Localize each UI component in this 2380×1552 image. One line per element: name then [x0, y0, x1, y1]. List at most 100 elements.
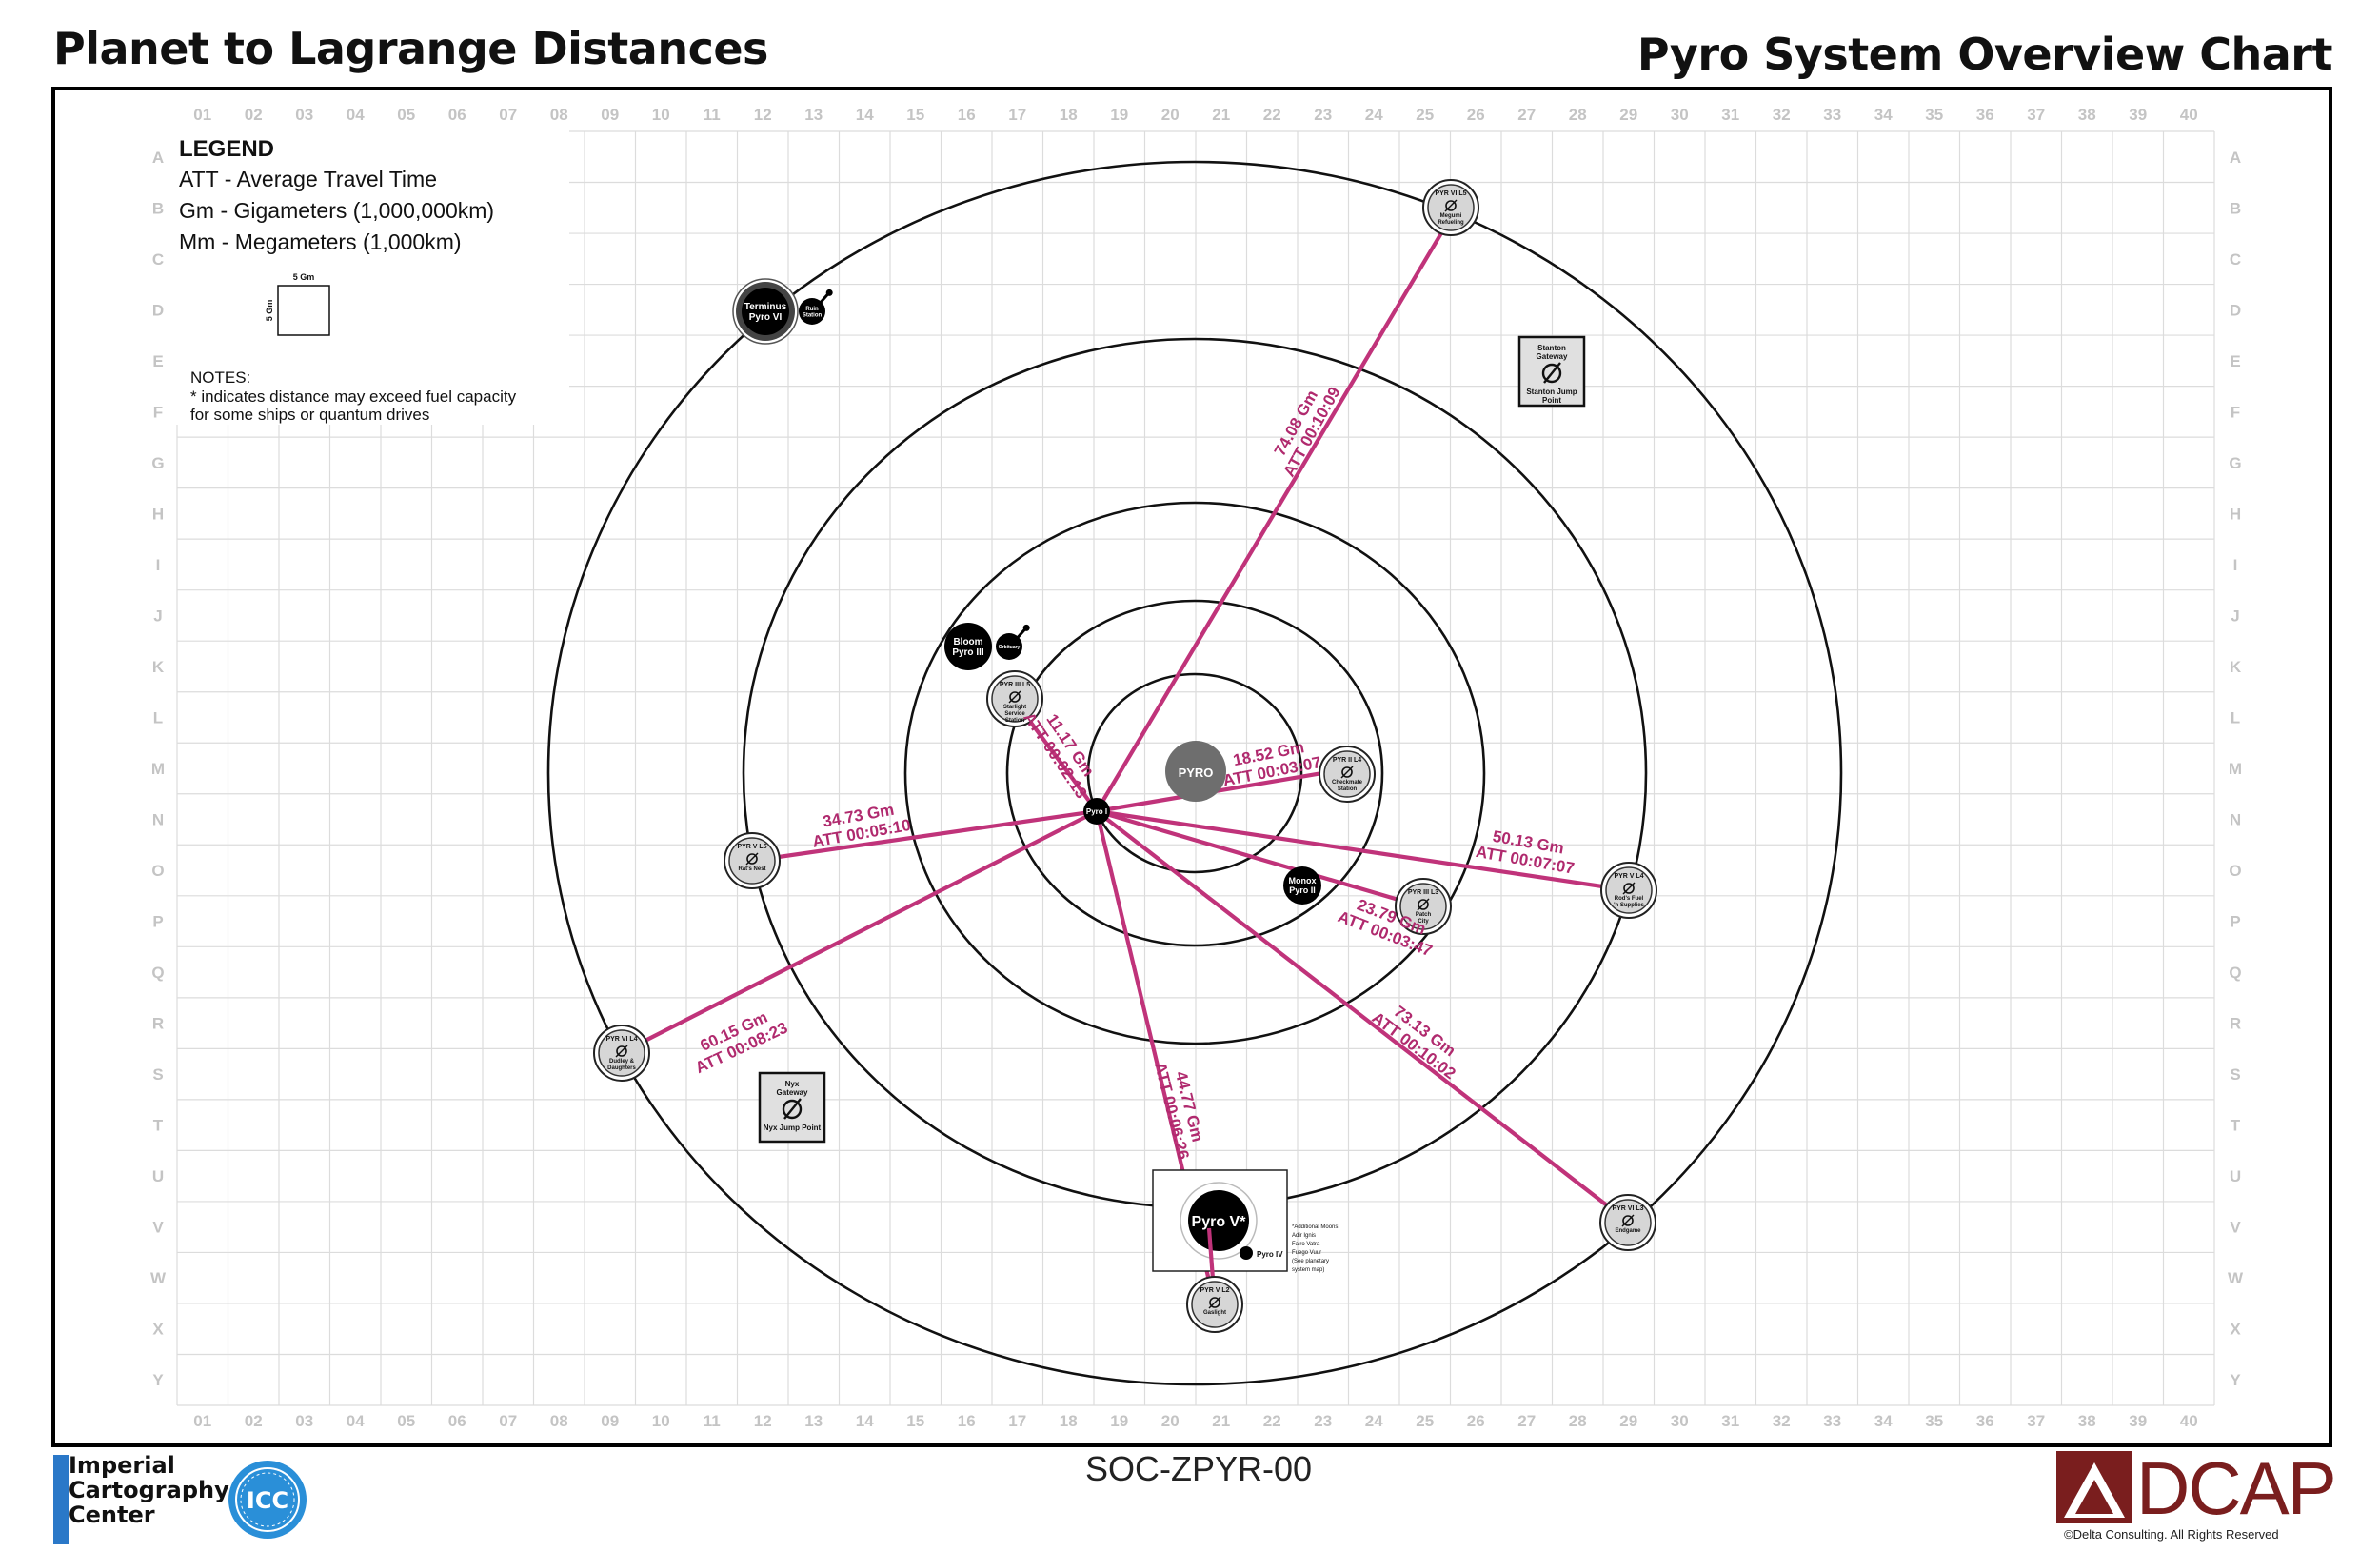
column-label: 06 [448, 106, 466, 124]
jump-point-caption: Point [1542, 396, 1561, 405]
pyro-v-note: Adir Ignis [1292, 1233, 1316, 1239]
column-label: 32 [1773, 1412, 1791, 1430]
lagrange-disc [1427, 184, 1475, 231]
row-label: L [153, 708, 163, 726]
column-label: 35 [1925, 1412, 1943, 1430]
jump-point-box [1517, 335, 1586, 408]
row-label: F [153, 403, 163, 421]
column-label: 17 [1008, 106, 1026, 124]
logo-accent-bar [53, 1455, 69, 1544]
column-label: 38 [2078, 1412, 2096, 1430]
column-label: 01 [193, 106, 211, 124]
row-label: T [2231, 1117, 2241, 1135]
row-label: P [2230, 913, 2240, 931]
row-label: S [152, 1065, 163, 1084]
column-label: 38 [2078, 106, 2096, 124]
row-label: H [152, 505, 164, 523]
column-label: 14 [856, 1412, 874, 1430]
pyro-v-note: *Additional Moons: [1292, 1224, 1339, 1230]
copyright-icon: © [2064, 1527, 2073, 1542]
route-line [751, 808, 1098, 864]
column-label: 40 [2180, 106, 2198, 124]
row-label: K [152, 658, 165, 676]
orbit-ring [1086, 672, 1303, 874]
lagrange-point: PYR V L2 Gaslight [1186, 1276, 1243, 1333]
lagrange-label: Refueling [1438, 220, 1464, 226]
row-label: S [2230, 1065, 2240, 1084]
lagrange-label: PYR III L5 [1000, 682, 1030, 688]
station-antenna [816, 292, 829, 308]
jump-point-label: Nyx [785, 1080, 800, 1088]
row-label: R [2230, 1015, 2241, 1033]
route-line [1096, 808, 1629, 893]
lagrange-disc [728, 837, 776, 885]
column-label: 03 [295, 1412, 313, 1430]
row-label: E [152, 352, 163, 370]
jump-point-caption: Nyx Jump Point [764, 1124, 822, 1132]
planet-label: Pyro II [1289, 885, 1316, 895]
row-label: B [2230, 199, 2241, 217]
legend-title: LEGEND [179, 136, 274, 162]
column-label: 30 [1671, 1412, 1689, 1430]
lagrange-label: Station [1005, 718, 1025, 724]
jump-icon [783, 1098, 802, 1120]
column-label: 12 [754, 1412, 772, 1430]
row-label: W [2228, 1269, 2244, 1287]
pyro-v-orbit [1180, 1182, 1258, 1260]
station-icon [1208, 1296, 1221, 1309]
row-label: J [153, 607, 162, 625]
imperial-cartography-center-logo: Imperial Cartography Center ICC [53, 1453, 320, 1548]
lagrange-label: PYR V L2 [1200, 1287, 1229, 1294]
lagrange-label: Patch [1416, 912, 1432, 918]
column-label: 30 [1671, 106, 1689, 124]
station-icon [1444, 199, 1458, 212]
moon-disc [1240, 1246, 1253, 1260]
column-label: 16 [958, 1412, 976, 1430]
column-label: 33 [1823, 106, 1841, 124]
station-antenna [1022, 624, 1030, 631]
row-label: V [152, 1219, 164, 1237]
station-icon [1009, 691, 1021, 703]
row-label: M [2229, 760, 2242, 778]
row-label: Q [151, 964, 164, 982]
column-label: 39 [2129, 1412, 2147, 1430]
column-label: 19 [1110, 106, 1128, 124]
lagrange-label: Checkmate [1332, 780, 1363, 786]
jump-icon [1543, 362, 1561, 384]
station-icon [1209, 1297, 1220, 1308]
station-label: Orbituary [999, 645, 1021, 650]
row-label: G [151, 454, 164, 472]
column-label: 25 [1416, 1412, 1434, 1430]
column-label: 13 [804, 1412, 823, 1430]
column-label: 25 [1416, 106, 1434, 124]
pyro-v-note: (See planetary [1292, 1259, 1329, 1264]
lagrange-label: Endgame [1615, 1228, 1641, 1234]
column-label: 28 [1569, 106, 1587, 124]
station-icon [746, 853, 758, 865]
column-label: 27 [1517, 106, 1536, 124]
row-label: R [152, 1015, 164, 1033]
column-label: 05 [397, 106, 415, 124]
lagrange-label: Starlight [1003, 705, 1026, 710]
column-label: 31 [1721, 106, 1739, 124]
column-label: 26 [1467, 106, 1485, 124]
lagrange-label: Station [1338, 786, 1358, 792]
station-icon [1418, 899, 1429, 910]
station-icon [1623, 883, 1635, 894]
row-label: Y [2230, 1371, 2241, 1389]
planet-label: Pyro III [952, 647, 984, 658]
column-label: 02 [245, 1412, 263, 1430]
row-label: I [156, 556, 161, 574]
jump-point-box [758, 1071, 826, 1144]
lagrange-label: PYR III L3 [1408, 889, 1438, 896]
station-label: Ruin [805, 307, 819, 312]
column-label: 08 [550, 1412, 568, 1430]
lagrange-label: Dudley & [609, 1059, 635, 1065]
